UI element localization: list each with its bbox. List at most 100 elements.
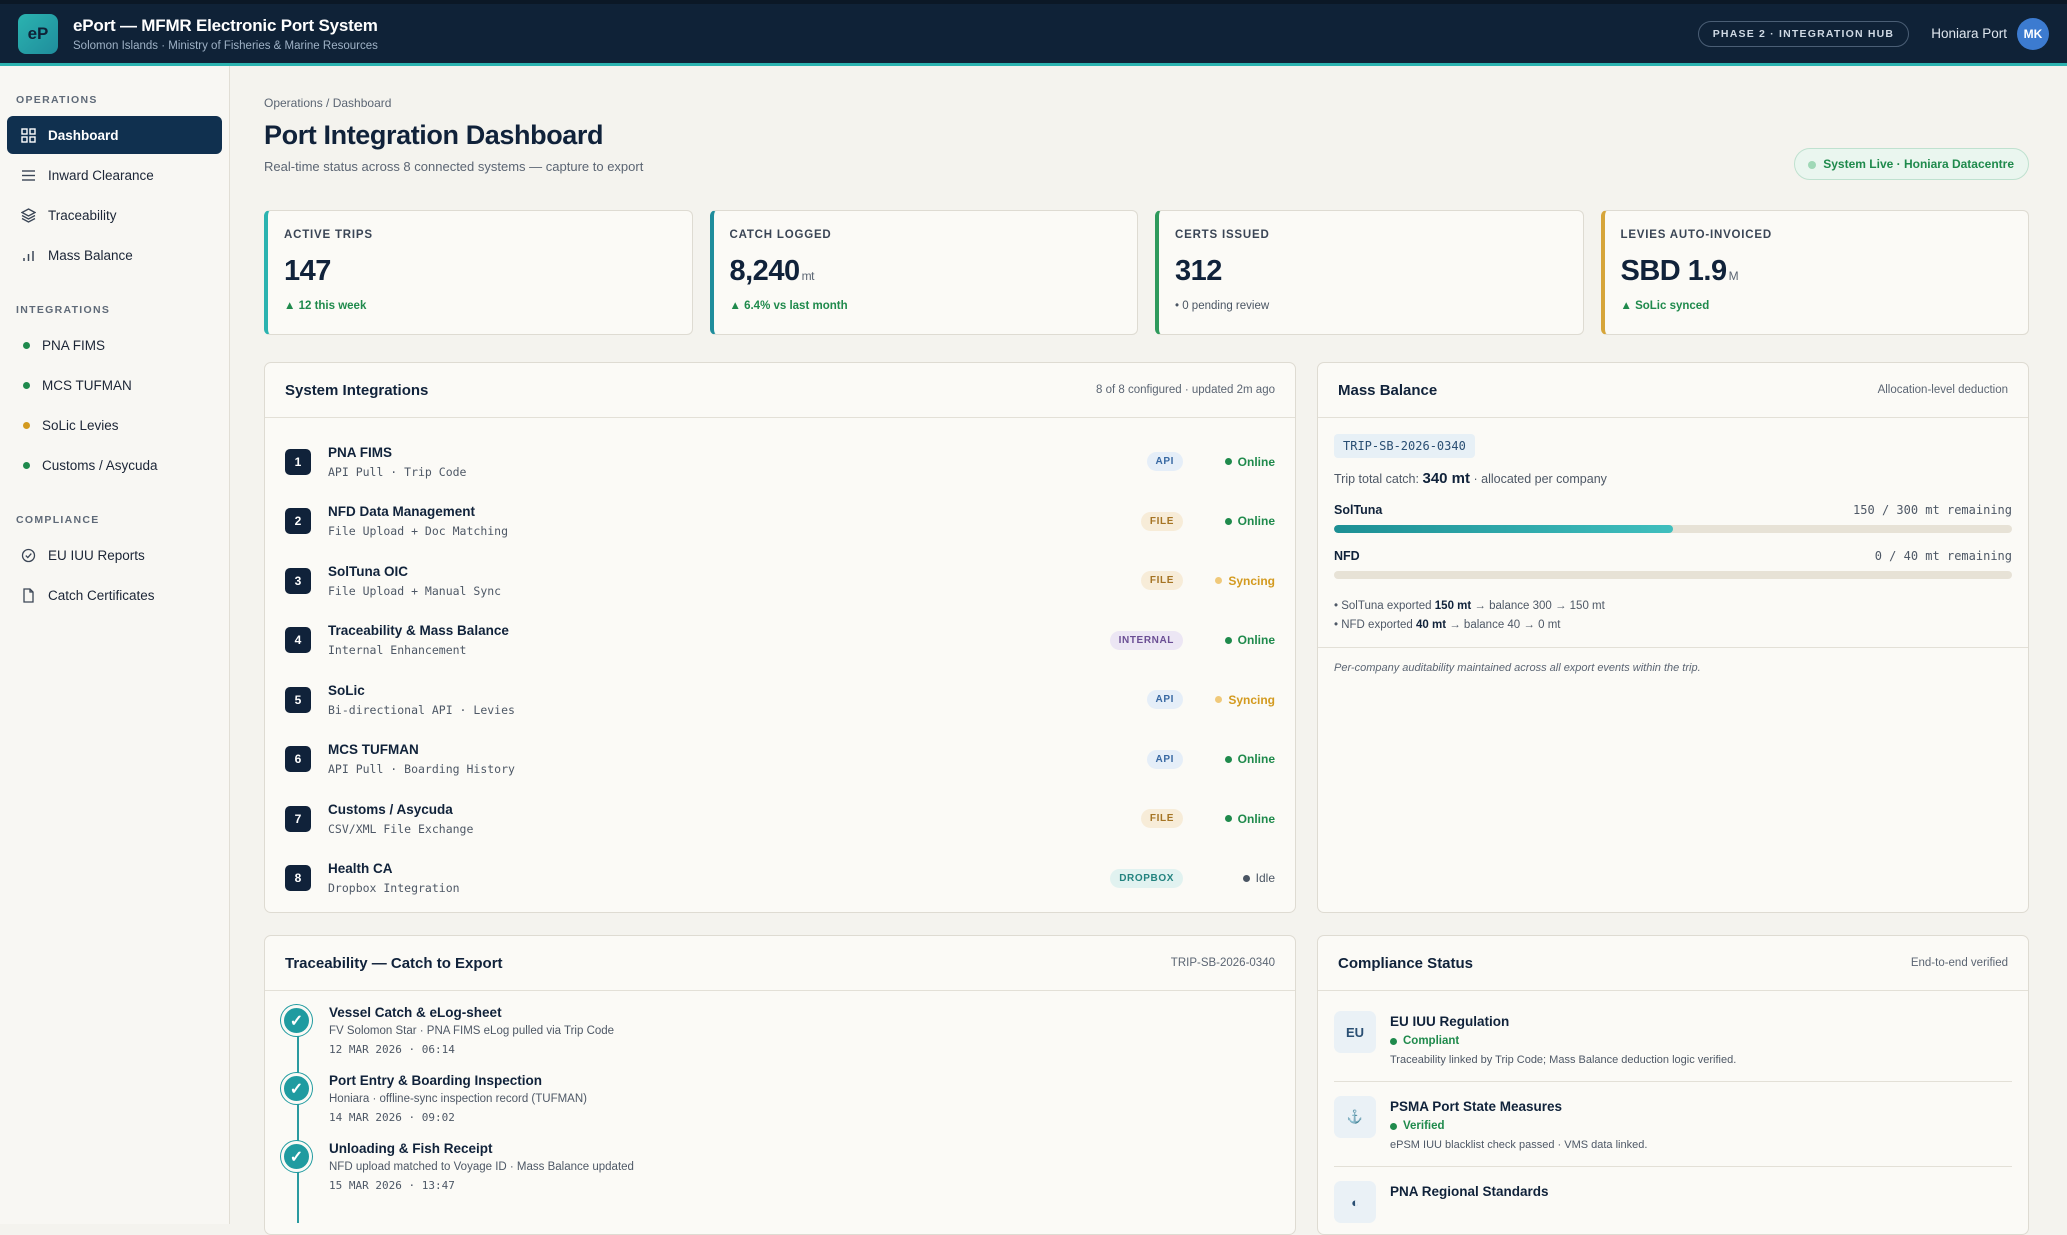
- integration-row[interactable]: 4 Traceability & Mass Balance Internal Enh…: [285, 611, 1275, 671]
- integration-row[interactable]: 8 Health CA Dropbox Integration DROPBOX Idle: [285, 849, 1275, 909]
- compliance-item[interactable]: ◐ PNA Regional Standards: [1334, 1167, 2012, 1234]
- kpi-label: CATCH LOGGED: [729, 229, 832, 241]
- sidebar-item-customs-asycuda[interactable]: Customs / Asycuda: [7, 446, 222, 484]
- kpi-value: 8,240 mt: [729, 255, 815, 287]
- sidebar-item-mass-balance[interactable]: Mass Balance: [7, 236, 222, 274]
- sidebar-item-label: Inward Clearance: [48, 167, 154, 183]
- step-timestamp: 12 MAR 2026 · 06:14: [329, 1043, 455, 1056]
- step-timestamp: 14 MAR 2026 · 09:02: [329, 1111, 455, 1124]
- integration-method: File Upload + Manual Sync: [328, 583, 502, 598]
- kpi-levies-auto-invoiced[interactable]: LEVIES AUTO-INVOICED SBD 1.9 M ▲ SoLic sy…: [1600, 210, 2029, 335]
- compliance-status: Compliant: [1390, 1035, 1736, 1047]
- integration-method: Dropbox Integration: [328, 881, 460, 896]
- audit-note: Per-company auditability maintained acro…: [1318, 647, 2028, 688]
- breadcrumb[interactable]: Operations / Dashboard: [264, 96, 392, 110]
- step-description: Honiara · offline-sync inspection record…: [329, 1093, 587, 1105]
- mass-balance-panel: Mass Balance Allocation-level deduction …: [1317, 362, 2029, 913]
- sidebar-section-operations: OPERATIONS: [16, 94, 98, 106]
- system-live-badge: System Live · Honiara Datacentre: [1794, 148, 2029, 180]
- integration-status: Online: [1183, 455, 1275, 469]
- status-dot: [1390, 1122, 1397, 1130]
- status-dot: [1390, 1037, 1397, 1045]
- integration-row[interactable]: 6 MCS TUFMAN API Pull · Boarding History AP…: [285, 730, 1275, 790]
- kpi-trend: ▲ SoLic synced: [1620, 300, 1710, 312]
- integration-name: Health CA: [328, 861, 393, 877]
- status-dot: [1215, 696, 1223, 704]
- compliance-item[interactable]: ⚓ PSMA Port State Measures Verified ePSM IU…: [1334, 1082, 2012, 1167]
- panel-title: Mass Balance: [1338, 381, 1438, 399]
- sidebar-item-pna-fims[interactable]: PNA FIMS: [7, 326, 222, 364]
- integration-method: API Pull · Boarding History: [328, 762, 515, 777]
- document-icon: [20, 587, 36, 603]
- kpi-catch-logged[interactable]: CATCH LOGGED 8,240 mt ▲ 6.4% vs last mont…: [709, 210, 1138, 335]
- phase-badge: PHASE 2 · INTEGRATION HUB: [1697, 20, 1910, 47]
- user-avatar[interactable]: MK: [2017, 17, 2049, 50]
- integration-row[interactable]: 2 NFD Data Management File Upload + Doc Ma…: [285, 492, 1275, 552]
- panel-meta: End-to-end verified: [1910, 957, 2008, 969]
- step-timestamp: 15 MAR 2026 · 13:47: [329, 1179, 455, 1192]
- check-circle-icon: [20, 547, 36, 563]
- panel-meta: 8 of 8 configured · updated 2m ago: [1095, 384, 1275, 396]
- sidebar-item-dashboard[interactable]: Dashboard: [7, 116, 222, 154]
- anchor-icon: ⚓: [1334, 1096, 1376, 1138]
- integration-status: Online: [1183, 633, 1275, 647]
- bar-chart-icon: [20, 247, 36, 263]
- status-dot: [23, 381, 30, 389]
- kpi-trend: • 0 pending review: [1175, 300, 1270, 312]
- check-icon: ✓: [281, 1005, 312, 1036]
- integration-row[interactable]: 5 SoLic Bi-directional API · Levies API Sync…: [285, 670, 1275, 730]
- sidebar-item-label: Catch Certificates: [48, 587, 155, 603]
- sidebar-item-inward-clearance[interactable]: Inward Clearance: [7, 156, 222, 194]
- integration-type-badge: API: [1146, 452, 1183, 472]
- integration-number: 3: [285, 567, 311, 594]
- allocation-bar-fill: [1334, 525, 1673, 533]
- status-dot: [1224, 815, 1232, 823]
- integration-name: Customs / Asycuda: [328, 801, 453, 817]
- trip-id-chip[interactable]: TRIP-SB-2026-0340: [1334, 434, 1475, 458]
- timeline-step[interactable]: ✓ Unloading & Fish Receipt NFD upload matc…: [281, 1141, 1279, 1192]
- kpi-label: LEVIES AUTO-INVOICED: [1620, 229, 1772, 241]
- compliance-item[interactable]: EU EU IUU Regulation Compliant Traceability…: [1334, 997, 2012, 1082]
- sidebar-item-label: PNA FIMS: [42, 337, 106, 353]
- app-logo[interactable]: eP: [18, 13, 58, 54]
- timeline-step[interactable]: ✓ Vessel Catch & eLog-sheet FV Solomon Sta…: [281, 1005, 1279, 1056]
- check-icon: ✓: [281, 1073, 312, 1104]
- compliance-title: EU IUU Regulation: [1390, 1014, 1510, 1029]
- sidebar-item-catch-certificates[interactable]: Catch Certificates: [7, 576, 222, 614]
- integration-status: Online: [1183, 514, 1275, 528]
- sidebar-item-solic-levies[interactable]: SoLic Levies: [7, 406, 222, 444]
- panel-meta: Allocation-level deduction: [1877, 384, 2008, 396]
- timeline-step[interactable]: ✓ Port Entry & Boarding Inspection Honiara…: [281, 1073, 1279, 1124]
- sidebar-item-eu-iuu-reports[interactable]: EU IUU Reports: [7, 536, 222, 574]
- globe-icon: ◐: [1334, 1181, 1376, 1223]
- integration-status: Syncing: [1183, 693, 1275, 707]
- traceability-panel: Traceability — Catch to Export TRIP-SB-2…: [264, 935, 1296, 1235]
- app-title: ePort — MFMR Electronic Port System: [73, 15, 378, 35]
- allocation-bar-soltuna: SolTuna 150 / 300 mt remaining: [1334, 503, 2012, 533]
- integration-row[interactable]: 3 SolTuna OIC File Upload + Manual Sync FIL…: [285, 551, 1275, 611]
- sidebar-item-label: SoLic Levies: [42, 417, 119, 433]
- sidebar-item-traceability[interactable]: Traceability: [7, 196, 222, 234]
- step-description: FV Solomon Star · PNA FIMS eLog pulled v…: [329, 1025, 615, 1037]
- integration-status: Online: [1183, 752, 1275, 766]
- kpi-certs-issued[interactable]: CERTS ISSUED 312 • 0 pending review: [1155, 210, 1584, 335]
- sidebar-item-label: Customs / Asycuda: [42, 457, 158, 473]
- allocation-bar-nfd: NFD 0 / 40 mt remaining: [1334, 549, 2012, 579]
- integration-status: Syncing: [1183, 574, 1275, 588]
- port-name[interactable]: Honiara Port: [1931, 26, 2007, 41]
- integration-row[interactable]: 1 PNA FIMS API Pull · Trip Code API Online: [285, 432, 1275, 492]
- status-dot: [1224, 755, 1232, 763]
- kpi-active-trips[interactable]: ACTIVE TRIPS 147 ▲ 12 this week: [264, 210, 693, 335]
- panel-title: Traceability — Catch to Export: [285, 954, 503, 972]
- integration-number: 5: [285, 686, 311, 713]
- export-notes: • SolTuna exported 150 mt → balance 300 …: [1334, 600, 1605, 631]
- compliance-title: PSMA Port State Measures: [1390, 1099, 1563, 1114]
- step-description: NFD upload matched to Voyage ID · Mass B…: [329, 1161, 634, 1173]
- sidebar-section-compliance: COMPLIANCE: [16, 514, 100, 526]
- status-dot: [1224, 636, 1232, 644]
- integration-row[interactable]: 7 Customs / Asycuda CSV/XML File Exchange F…: [285, 789, 1275, 849]
- top-bar: eP ePort — MFMR Electronic Port System S…: [0, 0, 2067, 66]
- kpi-label: CERTS ISSUED: [1175, 229, 1270, 241]
- sidebar-item-mcs-tufman[interactable]: MCS TUFMAN: [7, 366, 222, 404]
- integration-number: 7: [285, 805, 311, 832]
